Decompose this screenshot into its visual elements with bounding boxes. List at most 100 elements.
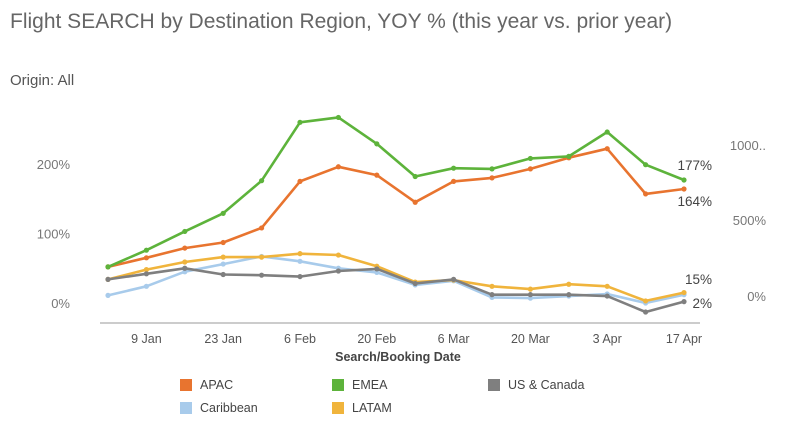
x-axis: 9 Jan 23 Jan 6 Feb 20 Feb 6 Mar 20 Mar 3 Apr 17… xyxy=(131,332,702,346)
data-point-us-canada xyxy=(681,299,687,305)
legend-label: LATAM xyxy=(352,401,392,415)
data-point-latam xyxy=(489,283,495,289)
data-point-apac xyxy=(143,255,149,261)
data-point-latam xyxy=(297,251,303,257)
data-point-latam xyxy=(681,289,687,296)
chart-subtitle: Origin: All xyxy=(10,72,75,89)
x-tick-label: 20 Feb xyxy=(357,332,396,346)
legend-swatch xyxy=(180,402,192,414)
x-tick-label: 9 Jan xyxy=(131,332,162,346)
data-point-caribbean xyxy=(220,261,226,267)
data-point-apac xyxy=(527,166,534,172)
data-point-apac xyxy=(335,164,341,170)
chart-title: Flight SEARCH by Destination Region, YOY… xyxy=(10,10,673,33)
data-point-us-canada xyxy=(527,292,534,298)
data-point-apac xyxy=(681,186,687,192)
data-point-apac xyxy=(489,175,495,181)
end-label: 164% xyxy=(677,194,712,209)
data-point-us-canada xyxy=(143,271,149,277)
legend-item-us-canada[interactable]: US & Canada xyxy=(488,378,584,392)
data-point-apac xyxy=(412,199,418,205)
data-point-emea xyxy=(143,247,149,253)
line-chart: 200% 100% 0% 1000.. 500% 0% 9 Jan 23 Jan 6 Feb… xyxy=(37,114,767,364)
data-point-emea xyxy=(220,210,226,216)
data-point-emea xyxy=(335,114,341,121)
data-point-emea xyxy=(643,162,649,168)
data-point-apac xyxy=(182,245,188,251)
data-point-us-canada xyxy=(643,309,649,315)
end-label: 2% xyxy=(692,296,712,311)
y-right-tick-label: 500% xyxy=(733,213,767,228)
data-point-emea xyxy=(489,166,495,172)
y-tick-label: 0% xyxy=(51,296,70,311)
data-point-us-canada xyxy=(182,265,188,271)
data-point-emea xyxy=(604,129,610,135)
legend-label: Caribbean xyxy=(200,401,258,415)
end-label: 177% xyxy=(677,158,712,173)
legend-item-apac[interactable]: APAC xyxy=(180,378,233,392)
y-right-tick-label: 0% xyxy=(747,289,766,304)
data-point-apac xyxy=(643,191,649,197)
data-point-latam xyxy=(604,283,610,289)
data-point-apac xyxy=(297,178,303,184)
series-lines xyxy=(105,114,687,315)
data-point-latam xyxy=(335,252,341,258)
legend-swatch xyxy=(332,379,344,391)
data-point-us-canada xyxy=(604,293,610,299)
data-point-emea xyxy=(259,178,265,184)
data-point-caribbean xyxy=(297,258,303,264)
x-tick-label: 3 Apr xyxy=(593,332,622,346)
data-point-emea xyxy=(374,141,380,147)
data-point-latam xyxy=(527,286,534,292)
data-point-us-canada xyxy=(451,276,457,282)
legend-swatch xyxy=(488,379,500,391)
data-point-latam xyxy=(566,281,572,287)
y-tick-label: 100% xyxy=(37,227,71,242)
data-point-us-canada xyxy=(566,292,572,298)
x-tick-label: 17 Apr xyxy=(666,332,702,346)
data-point-us-canada xyxy=(105,276,111,282)
data-point-emea xyxy=(566,153,572,159)
data-point-us-canada xyxy=(297,273,303,280)
data-point-us-canada xyxy=(412,280,418,287)
data-point-apac xyxy=(220,239,226,246)
legend-item-emea[interactable]: EMEA xyxy=(332,378,387,392)
data-point-caribbean xyxy=(105,292,111,298)
data-point-apac xyxy=(374,172,380,178)
data-point-apac xyxy=(604,146,610,152)
x-tick-label: 20 Mar xyxy=(511,332,550,346)
legend-item-caribbean[interactable]: Caribbean xyxy=(180,401,258,415)
data-point-us-canada xyxy=(489,292,495,298)
data-point-latam xyxy=(182,259,188,265)
legend-item-latam[interactable]: LATAM xyxy=(332,401,392,415)
series-line-emea xyxy=(107,116,685,269)
data-point-apac xyxy=(259,225,265,231)
data-point-us-canada xyxy=(374,266,380,272)
y-axis-left: 200% 100% 0% xyxy=(37,157,71,311)
series-line-latam xyxy=(107,252,685,303)
legend-label: APAC xyxy=(200,378,234,392)
y-tick-label: 200% xyxy=(37,157,71,172)
legend-swatch xyxy=(180,379,192,391)
legend-label: EMEA xyxy=(352,378,388,392)
legend-label: US & Canada xyxy=(508,378,585,392)
end-label: 15% xyxy=(685,272,712,287)
series-line-us-canada xyxy=(107,266,685,314)
legend-swatch xyxy=(332,402,344,414)
end-labels: 164% 177% 2% 15% xyxy=(677,158,712,311)
data-point-latam xyxy=(643,298,649,304)
data-point-latam xyxy=(220,254,226,260)
x-tick-label: 23 Jan xyxy=(204,332,242,346)
data-point-emea xyxy=(297,119,303,125)
data-point-us-canada xyxy=(220,271,226,278)
data-point-latam xyxy=(143,267,149,273)
data-point-emea xyxy=(412,173,418,180)
series-line-apac xyxy=(107,147,685,269)
data-point-us-canada xyxy=(259,272,265,278)
data-point-emea xyxy=(527,155,534,162)
x-tick-label: 6 Mar xyxy=(438,332,470,346)
data-point-emea xyxy=(105,264,111,270)
x-axis-title: Search/Booking Date xyxy=(335,350,461,364)
data-point-caribbean xyxy=(143,283,149,289)
data-point-emea xyxy=(681,177,687,183)
